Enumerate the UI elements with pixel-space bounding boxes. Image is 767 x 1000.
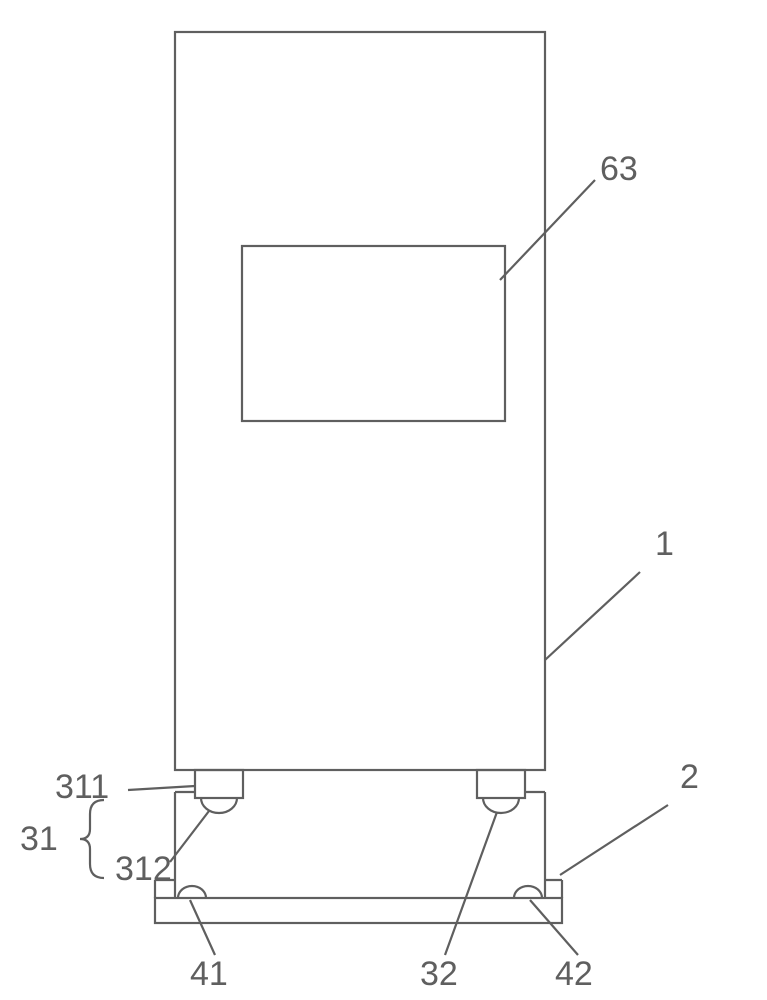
leader-1: [545, 572, 640, 660]
label-31: 31: [20, 820, 58, 858]
label-312: 312: [115, 850, 172, 888]
main-body: [175, 32, 545, 770]
label-311: 311: [55, 768, 109, 806]
label-32: 32: [420, 955, 458, 993]
hanger-ball-right: [483, 798, 519, 813]
base-plate: [155, 898, 562, 923]
label-42: 42: [555, 955, 593, 993]
label-63: 63: [600, 150, 638, 188]
label-1: 1: [655, 525, 674, 563]
label-2: 2: [680, 758, 699, 796]
label-41: 41: [190, 955, 228, 993]
foot-dome-right: [514, 886, 542, 898]
hanger-ball-left: [201, 798, 237, 813]
leader-42: [530, 900, 578, 955]
leader-311: [128, 786, 195, 790]
hanger-socket-left: [195, 770, 243, 798]
leader-32: [445, 812, 497, 955]
leader-2: [560, 805, 668, 875]
display-panel: [242, 246, 505, 421]
foot-dome-left: [178, 886, 206, 898]
hanger-socket-right: [477, 770, 525, 798]
leader-41: [190, 900, 215, 955]
leader-63: [500, 180, 595, 280]
brace-31: [80, 800, 104, 878]
